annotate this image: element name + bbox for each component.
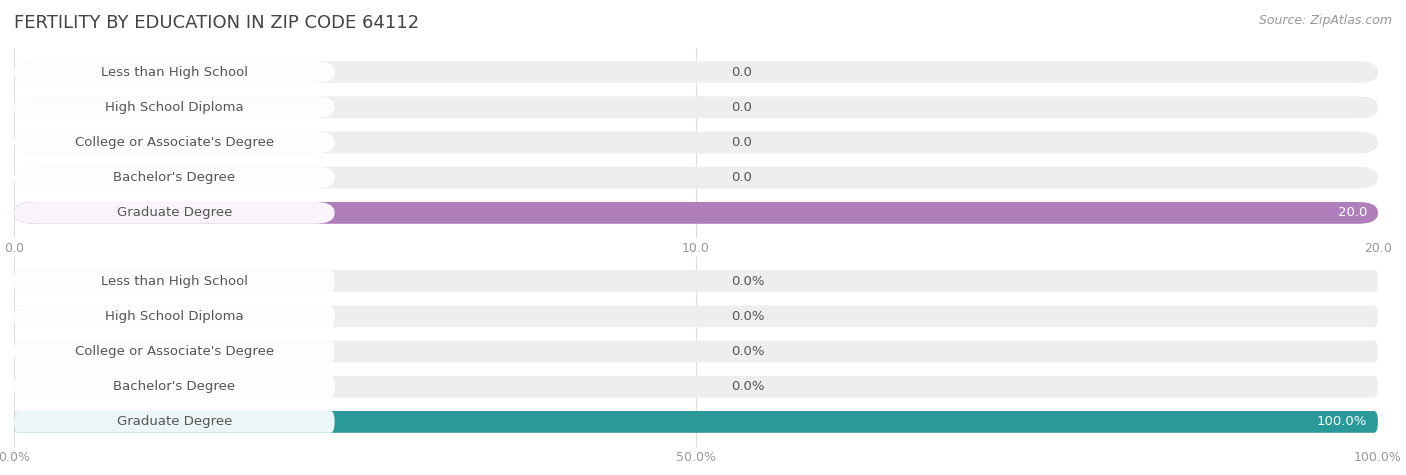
FancyBboxPatch shape xyxy=(14,411,1378,433)
Text: 0.0%: 0.0% xyxy=(731,310,765,323)
FancyBboxPatch shape xyxy=(14,341,335,362)
Text: Graduate Degree: Graduate Degree xyxy=(117,415,232,428)
Text: Less than High School: Less than High School xyxy=(101,275,247,288)
Text: FERTILITY BY EDUCATION IN ZIP CODE 64112: FERTILITY BY EDUCATION IN ZIP CODE 64112 xyxy=(14,14,419,32)
Text: High School Diploma: High School Diploma xyxy=(105,310,243,323)
FancyBboxPatch shape xyxy=(14,61,1378,83)
FancyBboxPatch shape xyxy=(14,305,335,327)
Text: College or Associate's Degree: College or Associate's Degree xyxy=(75,345,274,358)
Text: 100.0%: 100.0% xyxy=(1316,415,1367,428)
Text: Bachelor's Degree: Bachelor's Degree xyxy=(114,380,235,393)
Text: Graduate Degree: Graduate Degree xyxy=(117,206,232,219)
Text: Less than High School: Less than High School xyxy=(101,66,247,79)
FancyBboxPatch shape xyxy=(14,341,1378,362)
FancyBboxPatch shape xyxy=(14,202,335,224)
Text: 0.0: 0.0 xyxy=(731,66,752,79)
FancyBboxPatch shape xyxy=(14,202,1378,224)
FancyBboxPatch shape xyxy=(14,411,1378,433)
FancyBboxPatch shape xyxy=(14,305,1378,327)
FancyBboxPatch shape xyxy=(14,411,335,433)
FancyBboxPatch shape xyxy=(14,132,1378,153)
FancyBboxPatch shape xyxy=(14,132,335,153)
FancyBboxPatch shape xyxy=(14,270,1378,292)
FancyBboxPatch shape xyxy=(14,167,1378,189)
FancyBboxPatch shape xyxy=(14,167,335,189)
Text: 0.0: 0.0 xyxy=(731,171,752,184)
FancyBboxPatch shape xyxy=(14,270,335,292)
Text: 0.0%: 0.0% xyxy=(731,380,765,393)
Text: 0.0%: 0.0% xyxy=(731,345,765,358)
Text: Source: ZipAtlas.com: Source: ZipAtlas.com xyxy=(1258,14,1392,27)
FancyBboxPatch shape xyxy=(14,376,335,398)
FancyBboxPatch shape xyxy=(14,376,1378,398)
FancyBboxPatch shape xyxy=(14,96,1378,118)
Text: 0.0: 0.0 xyxy=(731,101,752,114)
Text: College or Associate's Degree: College or Associate's Degree xyxy=(75,136,274,149)
Text: High School Diploma: High School Diploma xyxy=(105,101,243,114)
FancyBboxPatch shape xyxy=(14,202,1378,224)
Text: 20.0: 20.0 xyxy=(1337,206,1367,219)
FancyBboxPatch shape xyxy=(14,61,335,83)
FancyBboxPatch shape xyxy=(14,96,335,118)
Text: 0.0%: 0.0% xyxy=(731,275,765,288)
Text: Bachelor's Degree: Bachelor's Degree xyxy=(114,171,235,184)
Text: 0.0: 0.0 xyxy=(731,136,752,149)
